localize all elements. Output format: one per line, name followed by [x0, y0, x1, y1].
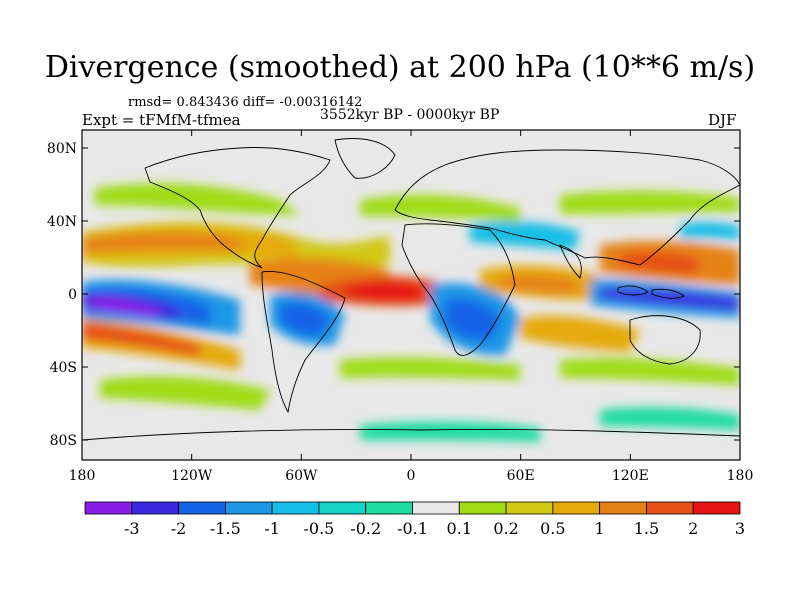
lon-tick-label: 0: [407, 468, 416, 484]
lon-tick-label: 60E: [507, 468, 535, 484]
lon-tick-label: 180: [69, 468, 96, 484]
lat-tick-label: 80S: [50, 433, 77, 449]
field-blob: [90, 297, 160, 318]
coastline-india: [559, 244, 582, 279]
colorbar: [84, 501, 741, 515]
field-blob: [560, 357, 740, 385]
coastlines: [82, 138, 740, 460]
colorbar-label: 3: [735, 519, 745, 538]
longitude-axis: 180 120W 60W 0 60E 120E 180: [69, 130, 754, 484]
lon-tick-label: 120W: [171, 468, 213, 484]
colorbar-swatch: [458, 501, 507, 515]
field-blob: [500, 274, 580, 294]
field-blob: [600, 288, 740, 310]
colorbar-label: 1: [595, 519, 605, 538]
stats-subtitle: rmsd= 0.843436 diff= -0.00316142: [128, 95, 363, 110]
field-blob: [82, 232, 240, 252]
coastline-maritime-2: [651, 288, 685, 299]
field-blob: [95, 183, 300, 215]
colorbar-swatch: [131, 501, 179, 515]
field-blob: [470, 221, 580, 250]
period-subtitle: 3552kyr BP - 0000kyr BP: [320, 107, 500, 123]
colorbar-swatch: [318, 501, 367, 515]
field-blob: [520, 315, 640, 352]
coastline-eurasia: [394, 149, 740, 266]
colorbar-label: -0.2: [350, 519, 381, 538]
colorbar-swatch: [646, 501, 694, 515]
field-blob: [340, 357, 520, 380]
coastline-north-america: [144, 147, 331, 269]
lat-tick-label: 0: [68, 287, 77, 303]
colorbar-swatch: [271, 501, 320, 515]
coastline-antarctica: [82, 429, 740, 460]
lat-tick-label: 40N: [47, 214, 77, 230]
field-blob: [560, 190, 740, 214]
field-blob: [82, 322, 200, 356]
map-field: [82, 130, 740, 460]
colorbar-label: 0.5: [540, 519, 565, 538]
field-blob: [600, 407, 740, 430]
lon-tick-label: 60W: [285, 468, 318, 484]
lon-tick-label: 120E: [612, 468, 649, 484]
colorbar-swatch: [84, 501, 133, 515]
colorbar-label: -1.5: [210, 519, 241, 538]
colorbar-label: -0.5: [303, 519, 334, 538]
colorbar-swatch: [505, 501, 554, 515]
colorbar-label: 0.1: [447, 519, 472, 538]
colorbar-label: -1: [264, 519, 280, 538]
field-blob: [100, 376, 270, 410]
colorbar-label: 1.5: [634, 519, 659, 538]
colorbar-label: 2: [688, 519, 698, 538]
field-blobs: [82, 183, 740, 442]
latitude-axis: 80N 40N 0 40S 80S: [47, 141, 740, 449]
colorbar-label: -0.1: [397, 519, 428, 538]
coastline-africa: [401, 223, 516, 356]
coastline-maritime-1: [617, 285, 649, 296]
lat-tick-label: 80N: [47, 141, 77, 157]
season-label: DJF: [708, 111, 737, 129]
field-blob: [345, 281, 425, 301]
colorbar-label: -2: [171, 519, 187, 538]
field-blob: [445, 298, 500, 341]
chart-title: Divergence (smoothed) at 200 hPa (10**6 …: [44, 50, 756, 85]
colorbar-swatch: [692, 501, 741, 515]
colorbar-swatch: [412, 501, 460, 515]
colorbar-labels: -3 -2 -1.5 -1 -0.5 -0.2 -0.1 0.1 0.2 0.5 1 1.5 2 3: [124, 519, 745, 538]
colorbar-swatch: [178, 501, 226, 515]
colorbar-label: -3: [124, 519, 140, 538]
colorbar-swatch: [365, 501, 413, 515]
coastline-australia: [629, 315, 701, 365]
field-blob: [680, 222, 740, 240]
colorbar-label: 0.2: [493, 519, 518, 538]
field-blob: [360, 421, 540, 442]
colorbar-swatch: [552, 501, 601, 515]
experiment-subtitle: Expt = tFMfM-tfmea: [82, 111, 241, 129]
field-blob: [620, 252, 700, 275]
colorbar-swatch: [224, 501, 273, 515]
coastline-greenland: [334, 138, 396, 179]
lon-tick-label: 180: [727, 468, 754, 484]
lat-tick-label: 40S: [50, 360, 77, 376]
coastline-south-america: [261, 270, 346, 414]
field-blob: [280, 303, 330, 336]
colorbar-swatch: [599, 501, 647, 515]
